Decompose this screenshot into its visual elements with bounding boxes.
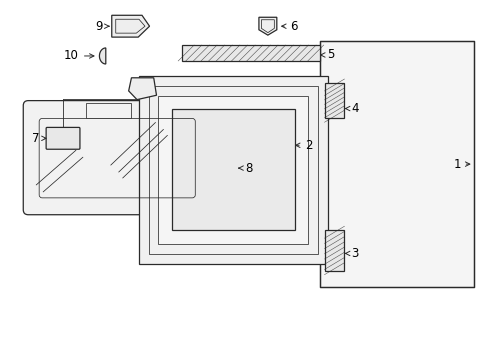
Polygon shape: [172, 109, 294, 230]
FancyBboxPatch shape: [46, 127, 80, 149]
Text: 5: 5: [320, 49, 334, 62]
Polygon shape: [324, 83, 344, 118]
Text: 9: 9: [95, 20, 109, 33]
Text: 2: 2: [295, 139, 311, 152]
Polygon shape: [148, 86, 317, 255]
FancyBboxPatch shape: [23, 100, 210, 215]
Text: 6: 6: [281, 20, 297, 33]
Text: 1: 1: [452, 158, 469, 171]
Polygon shape: [258, 17, 276, 35]
Text: 4: 4: [345, 102, 358, 115]
Text: 3: 3: [345, 247, 358, 260]
Polygon shape: [182, 45, 319, 61]
Polygon shape: [138, 76, 327, 264]
Polygon shape: [319, 41, 473, 287]
Polygon shape: [86, 103, 130, 118]
Polygon shape: [158, 96, 307, 244]
Text: 10: 10: [64, 49, 94, 63]
Polygon shape: [112, 15, 149, 37]
Text: 7: 7: [32, 132, 46, 145]
Polygon shape: [128, 78, 156, 100]
Polygon shape: [99, 48, 105, 64]
Text: 8: 8: [238, 162, 252, 175]
Polygon shape: [324, 230, 344, 271]
